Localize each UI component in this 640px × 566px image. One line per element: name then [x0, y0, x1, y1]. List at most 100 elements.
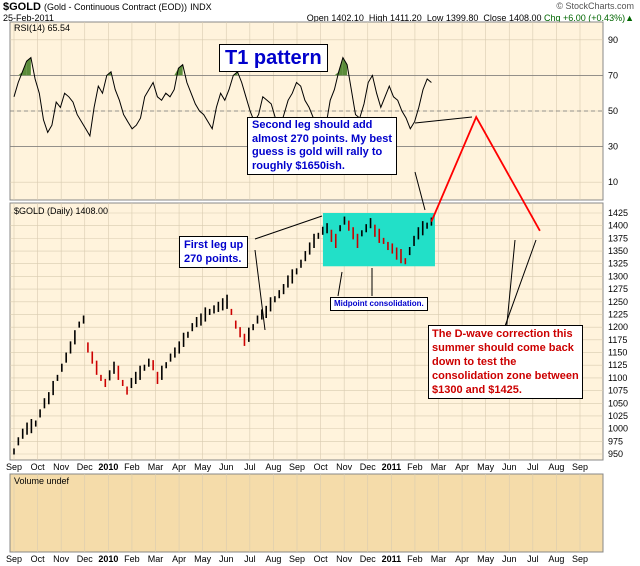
x-tick-label: Dec [77, 554, 94, 564]
price-tick-label: 1000 [608, 424, 628, 434]
x-axis: Sep Sep Oct Oct Nov Nov Dec Dec 2010 2010 Feb Feb Ma… [6, 462, 588, 564]
price-tick-label: 1125 [608, 360, 627, 370]
price-tick-label: 1225 [608, 309, 628, 319]
price-tick-label: 1200 [608, 322, 628, 332]
x-tick-label: Sep [289, 462, 305, 472]
x-tick-label: Mar [431, 554, 447, 564]
dwave-line-4: consolidation zone between [432, 370, 579, 382]
x-tick-label: Jul [244, 554, 256, 564]
x-tick-label: May [477, 554, 495, 564]
x-tick-label: Feb [407, 554, 423, 564]
x-tick-label: Nov [336, 462, 353, 472]
high-label: High [368, 13, 388, 23]
x-tick-label: Feb [124, 462, 140, 472]
x-tick-label: Mar [148, 554, 164, 564]
x-tick-label: Aug [548, 554, 564, 564]
price-tick-label: 1400 [608, 221, 628, 231]
rsi-overbought-fill [342, 57, 348, 76]
price-tick-label: 1075 [608, 386, 628, 396]
dwave-line-2: summer should come back [432, 342, 574, 354]
x-tick-label: Apr [172, 554, 186, 564]
low-value: 1399.80 [445, 13, 479, 23]
price-tick-label: 1250 [608, 297, 628, 307]
second-leg-line-4: roughly $1650ish. [252, 159, 345, 172]
price-tick-label: 1050 [608, 398, 628, 408]
up-arrow-icon: ▲ [625, 13, 634, 23]
price-tick-label: 975 [608, 436, 623, 446]
low-label: Low [426, 13, 444, 23]
x-tick-label: Feb [407, 462, 423, 472]
midpoint-annotation: Midpoint consolidation. [330, 297, 428, 311]
x-tick-label: Aug [265, 462, 281, 472]
open-value: 1402.10 [331, 13, 364, 23]
first-leg-line-2: 270 points. [184, 253, 242, 265]
x-tick-label: Sep [289, 554, 305, 564]
callout-line [414, 171, 426, 211]
x-tick-label: Sep [572, 462, 588, 472]
projection-line [430, 114, 541, 232]
x-tick-label: May [477, 462, 495, 472]
x-tick-label: Mar [431, 462, 447, 472]
x-tick-label: Feb [124, 554, 140, 564]
x-tick-label: Nov [53, 462, 70, 472]
price-tick-label: 1025 [608, 411, 628, 421]
open-label: Open [306, 13, 329, 23]
x-tick-label: Jul [244, 462, 256, 472]
volume-panel-bg [9, 473, 604, 553]
x-tick-label: 2011 [382, 554, 402, 564]
dwave-line-1: The D-wave correction this [432, 328, 573, 340]
price-tick-label: 1100 [608, 373, 627, 383]
x-tick-label: Nov [53, 554, 70, 564]
x-tick-label: Jun [219, 554, 234, 564]
x-tick-label: Oct [31, 554, 46, 564]
change-value: Chg +6.00 (+0.43%) [544, 13, 626, 23]
price-tick-label: 1325 [608, 259, 628, 269]
x-tick-label: Aug [265, 554, 281, 564]
x-tick-label: Oct [314, 554, 329, 564]
x-tick-label: Jul [527, 462, 539, 472]
rsi-tick-label: 50 [608, 106, 618, 116]
second-leg-line-3: guess is gold will rally to [252, 146, 383, 158]
callout-lines [254, 116, 537, 397]
high-value: 1411.20 [389, 13, 422, 23]
dwave-line-5: $1300 and $1425. [432, 384, 522, 396]
x-tick-label: Oct [314, 462, 329, 472]
x-tick-label: Dec [77, 462, 94, 472]
chart-panels [9, 21, 604, 553]
x-tick-label: Oct [31, 462, 46, 472]
second-leg-annotation: Second leg should add almost 270 points.… [247, 117, 397, 175]
callout-line [254, 249, 266, 331]
x-tick-label: 2011 [382, 462, 402, 472]
x-tick-label: Apr [455, 462, 469, 472]
dwave-annotation: The D-wave correction this summer should… [428, 325, 583, 399]
x-tick-label: Jun [219, 462, 234, 472]
price-tick-label: 1175 [608, 335, 627, 345]
price-tick-label: 1350 [608, 246, 628, 256]
price-tick-label: 950 [608, 449, 623, 459]
t1-pattern-label: T1 pattern [219, 44, 328, 72]
price-tick-label: 1375 [608, 233, 628, 243]
price-tick-label: 1425 [608, 208, 628, 218]
symbol-description: (Gold - Continuous Contract (EOD)) [43, 2, 188, 12]
x-tick-label: Mar [148, 462, 164, 472]
callout-line [499, 239, 537, 341]
x-tick-label: 2010 [98, 554, 118, 564]
rsi-overbought-fill [26, 57, 31, 76]
x-tick-label: Jun [502, 462, 517, 472]
chart-date: 25-Feb-2011 [3, 13, 54, 23]
volume-panel: Volume undef [14, 476, 70, 486]
x-tick-label: Apr [455, 554, 469, 564]
x-tick-label: Aug [548, 462, 564, 472]
x-tick-label: Jul [527, 554, 539, 564]
second-leg-line-1: Second leg should add [252, 119, 373, 131]
callout-line [337, 271, 343, 297]
ohlc-readout: Open 1402.10 High 1411.20 Low 1399.80 Cl… [307, 13, 634, 23]
callout-line [414, 116, 473, 124]
x-tick-label: Sep [6, 554, 22, 564]
rsi-tick-label: 90 [608, 35, 618, 45]
symbol-text: $GOLD [3, 1, 41, 13]
chart-symbol: $GOLD (Gold - Continuous Contract (EOD))… [3, 1, 212, 13]
rsi-tick-label: 10 [608, 177, 618, 187]
symbol-exchange: INDX [190, 2, 212, 12]
